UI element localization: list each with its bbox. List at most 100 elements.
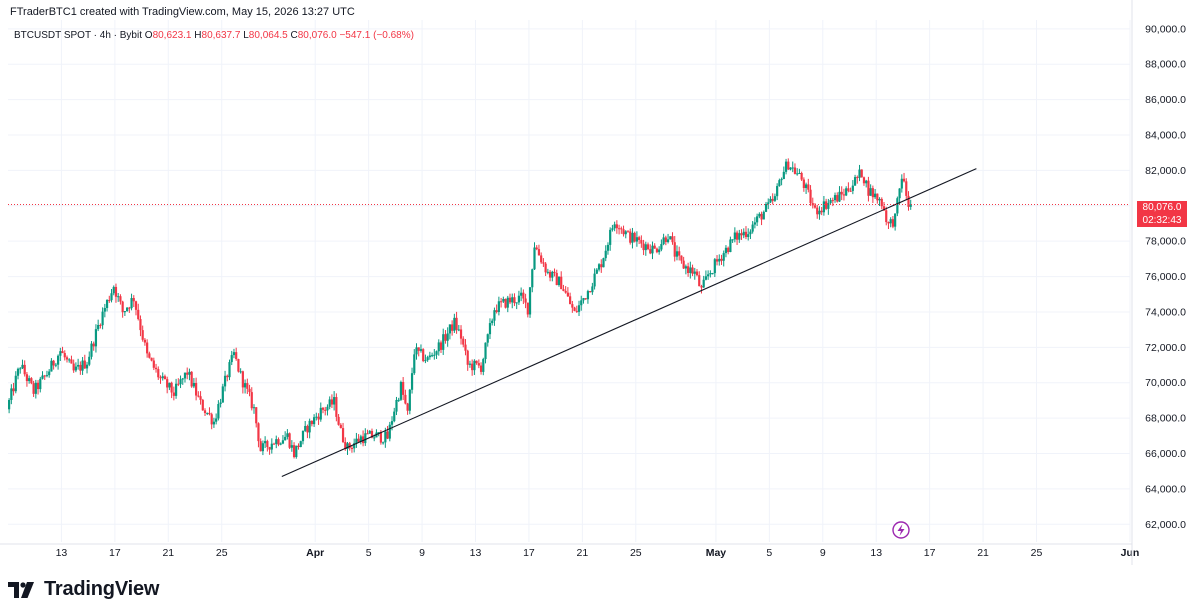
candle-body bbox=[99, 324, 102, 326]
candle-body bbox=[729, 239, 732, 253]
candle-body bbox=[210, 414, 213, 425]
candle-body bbox=[477, 363, 480, 366]
candle-body bbox=[867, 180, 870, 196]
lightning-icon[interactable] bbox=[892, 521, 910, 539]
symbol-name[interactable]: BTCUSDT SPOT · 4h · Bybit bbox=[14, 30, 142, 41]
candle-body bbox=[744, 231, 748, 237]
candle-body bbox=[446, 333, 449, 341]
candle-body bbox=[858, 169, 861, 178]
tradingview-brand[interactable]: TradingView bbox=[8, 578, 159, 601]
candle-body bbox=[279, 443, 282, 445]
candle-body bbox=[406, 403, 409, 411]
candle-body bbox=[117, 296, 120, 298]
candle-body bbox=[317, 416, 320, 420]
candle-body bbox=[417, 347, 420, 351]
x-tick-label: 9 bbox=[820, 547, 826, 559]
candle-body bbox=[130, 298, 133, 309]
candle-body bbox=[170, 382, 173, 393]
candle-body bbox=[531, 269, 534, 288]
x-tick-label: 17 bbox=[109, 547, 121, 559]
candle-body bbox=[252, 407, 256, 409]
candle-body bbox=[36, 382, 40, 390]
candle-body bbox=[468, 363, 472, 365]
candle-body bbox=[123, 311, 126, 313]
y-tick-label: 66,000.0 bbox=[1145, 448, 1186, 460]
candle-body bbox=[658, 249, 661, 253]
candle-body bbox=[589, 291, 592, 293]
candle-body bbox=[718, 258, 721, 262]
candle-body bbox=[415, 347, 418, 355]
candle-body bbox=[134, 301, 138, 310]
candle-body bbox=[622, 229, 625, 235]
x-tick-label: May bbox=[706, 547, 727, 559]
candle-body bbox=[702, 279, 705, 288]
candle-body bbox=[186, 372, 189, 375]
candle-body bbox=[103, 307, 106, 312]
candle-body bbox=[361, 436, 365, 444]
candle-body bbox=[121, 301, 124, 313]
candle-body bbox=[894, 213, 897, 227]
open-value: 80,623.1 bbox=[152, 30, 192, 41]
candle-body bbox=[161, 376, 164, 379]
candle-body bbox=[386, 431, 389, 439]
candle-body bbox=[491, 320, 494, 324]
candle-body bbox=[753, 222, 756, 225]
candle-body bbox=[181, 378, 184, 380]
candle-body bbox=[346, 443, 349, 450]
candle-body bbox=[301, 430, 305, 442]
y-tick-label: 86,000.0 bbox=[1145, 94, 1186, 106]
candle-body bbox=[660, 244, 663, 250]
candle-body bbox=[286, 433, 289, 437]
candle-body bbox=[700, 286, 703, 288]
candle-body bbox=[201, 399, 204, 411]
candle-body bbox=[651, 245, 654, 254]
candle-body bbox=[97, 324, 100, 330]
candle-body bbox=[426, 357, 429, 361]
candle-body bbox=[357, 438, 360, 442]
open-label: O bbox=[144, 30, 153, 41]
candle-body bbox=[393, 411, 396, 422]
candle-body bbox=[464, 344, 467, 351]
candle-body bbox=[259, 441, 262, 452]
candle-body bbox=[321, 407, 325, 410]
grid-lines bbox=[8, 20, 1131, 542]
candle-body bbox=[81, 360, 84, 371]
candle-body bbox=[141, 330, 144, 340]
candle-body bbox=[250, 392, 253, 409]
candle-body bbox=[493, 310, 496, 321]
y-tick-label: 74,000.0 bbox=[1145, 306, 1186, 318]
candle-body bbox=[241, 371, 244, 388]
candle-body bbox=[722, 253, 725, 261]
candle-body bbox=[825, 201, 828, 209]
candle-body bbox=[511, 297, 514, 303]
candle-body bbox=[237, 359, 240, 372]
trendline[interactable] bbox=[281, 168, 977, 478]
candle-body bbox=[649, 249, 652, 254]
chart-credit-text: FTraderBTC1 created with TradingView.com… bbox=[10, 6, 355, 18]
candle-body bbox=[600, 264, 603, 268]
candlesticks bbox=[8, 158, 912, 459]
candle-body bbox=[526, 302, 529, 315]
candle-body bbox=[698, 275, 701, 287]
low-value: 80,064.5 bbox=[248, 30, 288, 41]
x-tick-label: 5 bbox=[366, 547, 372, 559]
candle-body bbox=[711, 273, 714, 275]
candle-body bbox=[257, 423, 260, 442]
candle-body bbox=[580, 300, 583, 306]
candle-body bbox=[664, 237, 667, 243]
candle-body bbox=[727, 247, 730, 253]
candle-body bbox=[856, 177, 859, 179]
candle-body bbox=[896, 198, 899, 214]
x-tick-label: 9 bbox=[419, 547, 425, 559]
high-value: 80,637.7 bbox=[201, 30, 241, 41]
candle-body bbox=[542, 262, 545, 264]
candle-body bbox=[646, 244, 650, 250]
candle-body bbox=[353, 443, 356, 449]
candle-body bbox=[773, 196, 777, 201]
candle-body bbox=[535, 247, 538, 250]
candle-body bbox=[669, 236, 672, 240]
candle-body bbox=[272, 443, 276, 445]
candle-body bbox=[23, 364, 26, 375]
candle-body bbox=[163, 376, 167, 380]
